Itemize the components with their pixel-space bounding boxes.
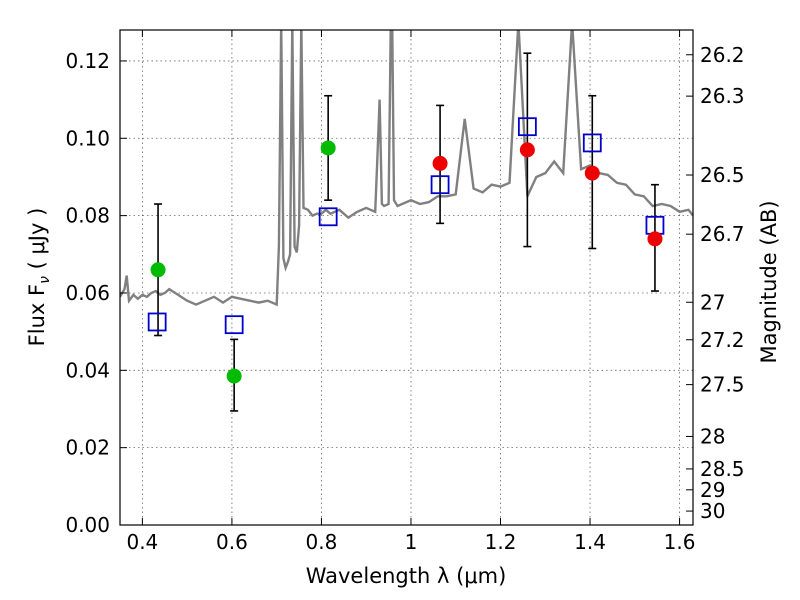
- y-tick-label: 0.10: [65, 126, 110, 150]
- y-tick-label: 0.02: [65, 436, 110, 460]
- spectrum-line: [120, 30, 693, 307]
- red-point: [519, 142, 535, 158]
- model-square: [224, 315, 244, 335]
- y2-axis-label: Magnitude (AB): [757, 200, 781, 363]
- observed-points: [150, 140, 663, 384]
- axis-ticks: 0.4 0.6 0.8 1 1.2 1.4 1.6 0.00 0.02 0.04 0.06 0.08 0…: [65, 30, 745, 554]
- y2-tick-label: 26.7: [700, 222, 745, 246]
- y-tick-label: 0.12: [65, 49, 110, 73]
- model-square: [517, 117, 537, 137]
- x-tick-label: 1.2: [485, 530, 517, 554]
- red-point: [432, 155, 448, 171]
- x-tick-label: 0.4: [126, 530, 158, 554]
- y2-tick-label: 28.5: [700, 457, 745, 481]
- x-tick-label: 0.6: [216, 530, 248, 554]
- model-square: [147, 312, 167, 332]
- x-tick-label: 1.4: [574, 530, 606, 554]
- x-axis-label: Wavelength λ (μm): [306, 564, 507, 588]
- grid-lines: [120, 30, 693, 526]
- plot-frame: [119, 29, 694, 526]
- model-squares: [147, 117, 665, 335]
- y-tick-label: 0.04: [65, 358, 110, 382]
- green-point: [150, 262, 166, 278]
- x-tick-label: 0.8: [306, 530, 338, 554]
- y2-tick-label: 26.5: [700, 163, 745, 187]
- model-square: [582, 133, 602, 153]
- y2-tick-label: 29: [700, 478, 725, 502]
- green-point: [226, 368, 242, 384]
- y-tick-label: 0.06: [65, 281, 110, 305]
- spectrum: [120, 30, 693, 307]
- y-tick-label: 0.00: [65, 513, 110, 537]
- green-point: [320, 140, 336, 156]
- y-axis-label-unit: ( μJy ): [25, 208, 49, 276]
- y2-tick-label: 27.2: [700, 328, 745, 352]
- y2-tick-label: 26.3: [700, 84, 745, 108]
- y-axis-label-sub: ν: [37, 276, 53, 284]
- y2-tick-label: 27.5: [700, 373, 745, 397]
- x-tick-label: 1.6: [664, 530, 696, 554]
- y2-tick-label: 30: [700, 499, 725, 523]
- y-axis-label: Flux Fν ( μJy ): [25, 208, 53, 347]
- y2-tick-label: 27: [700, 290, 725, 314]
- x-tick-label: 1: [405, 530, 418, 554]
- red-point: [647, 231, 663, 247]
- y2-tick-label: 28: [700, 424, 725, 448]
- y2-tick-label: 26.2: [700, 43, 745, 67]
- model-square: [430, 175, 450, 195]
- model-square: [318, 207, 338, 227]
- error-bars: [154, 52, 659, 412]
- y-tick-label: 0.08: [65, 204, 110, 228]
- red-point: [584, 165, 600, 181]
- y-axis-label-main: Flux F: [25, 284, 49, 346]
